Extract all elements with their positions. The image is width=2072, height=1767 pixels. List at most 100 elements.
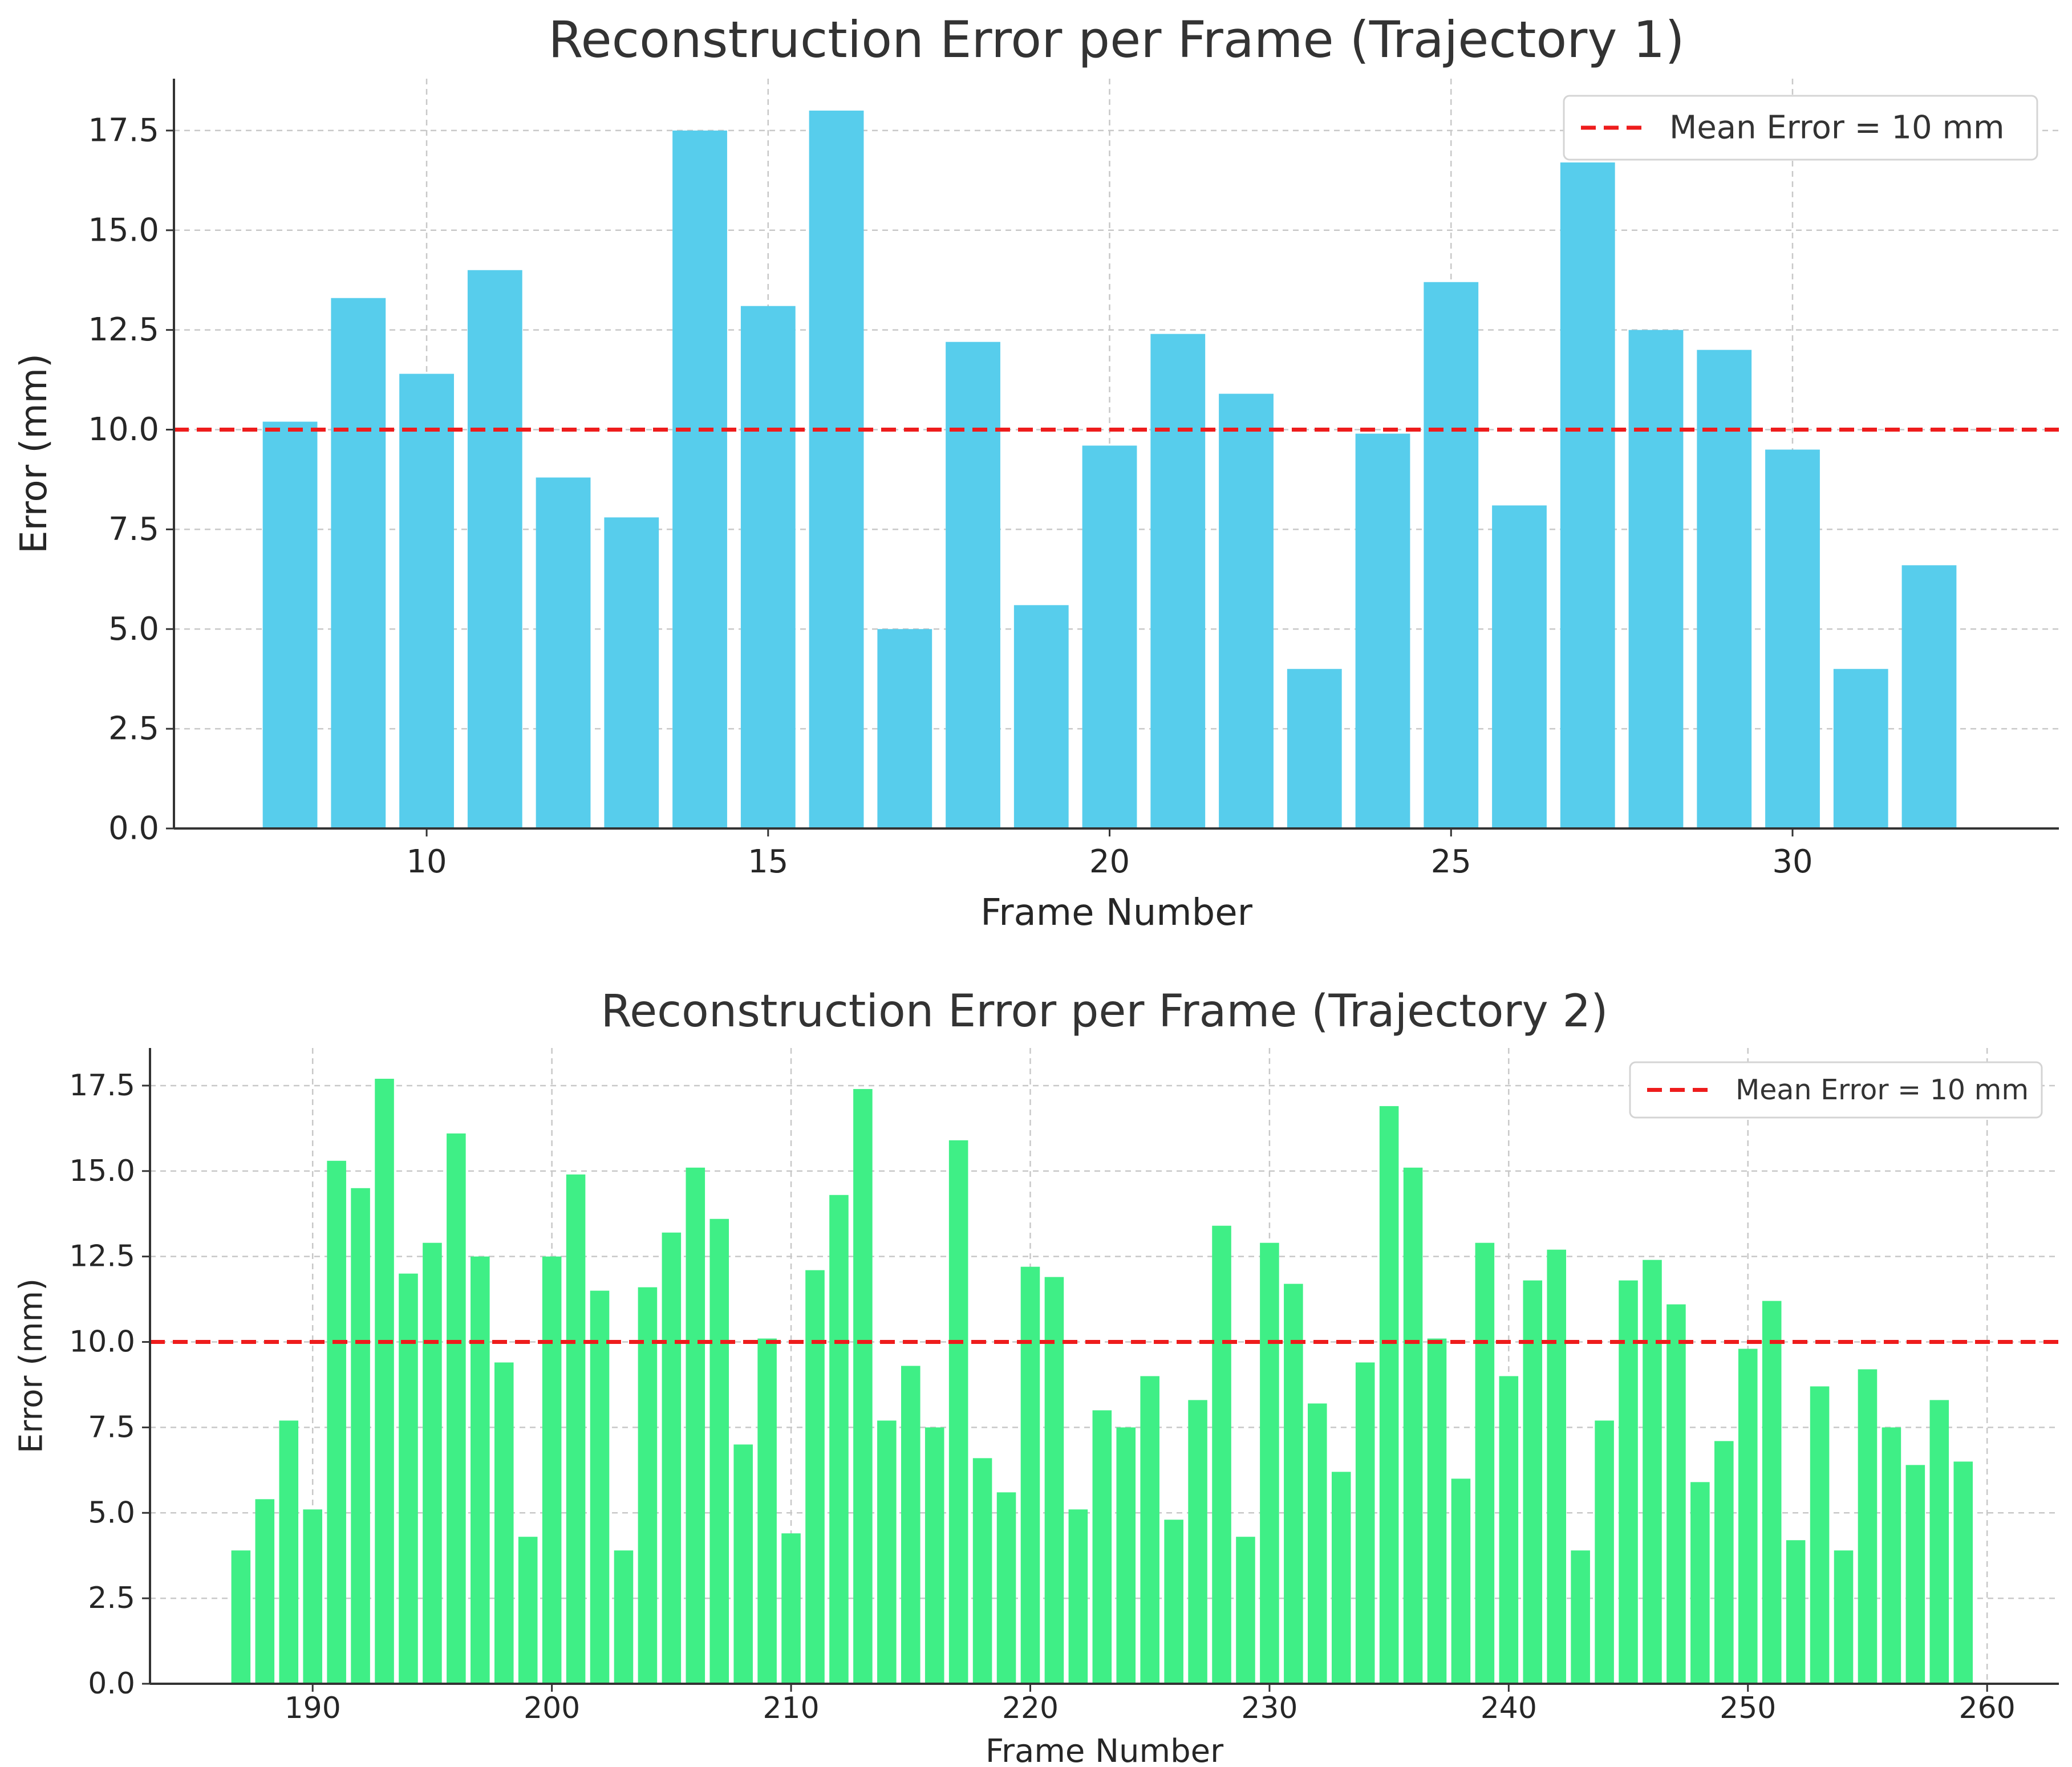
bar (781, 1533, 801, 1684)
bar (1858, 1369, 1878, 1684)
bar (566, 1174, 586, 1684)
bar (375, 1078, 394, 1684)
x-tick-label: 260 (1959, 1691, 2016, 1725)
bar (733, 1444, 753, 1684)
x-tick-label: 10 (406, 843, 447, 880)
bar (1834, 1550, 1854, 1684)
x-tick-label: 20 (1089, 843, 1130, 880)
bar (1355, 1362, 1375, 1684)
bar (1690, 1482, 1710, 1684)
y-tick-label: 12.5 (69, 1240, 135, 1274)
bar (1697, 350, 1752, 828)
bar (255, 1499, 275, 1684)
bar (1475, 1242, 1495, 1684)
bar (1905, 1465, 1925, 1684)
bar (805, 1270, 825, 1684)
bar (757, 1338, 777, 1684)
bar (877, 1420, 897, 1684)
y-tick-label: 10.0 (69, 1325, 135, 1359)
legend-box (1629, 1061, 2043, 1119)
bar (877, 629, 932, 828)
bar (809, 110, 864, 829)
bar (1236, 1537, 1255, 1684)
bar (231, 1550, 251, 1684)
bar (1020, 1266, 1040, 1684)
bar (1833, 669, 1888, 828)
bar (996, 1492, 1016, 1684)
y-tick-label: 0.0 (88, 1667, 135, 1701)
bar (1765, 449, 1820, 828)
bar (1308, 1403, 1327, 1684)
bar (1287, 669, 1342, 828)
bar (1424, 282, 1479, 828)
legend-label: Mean Error = 10 mm (1669, 109, 2005, 147)
bar (740, 306, 796, 828)
legend: Mean Error = 10 mm (1563, 95, 2038, 161)
bar (1331, 1472, 1351, 1684)
bar (1786, 1540, 1806, 1684)
bar (1013, 605, 1069, 828)
x-axis-label: Frame Number (980, 892, 1253, 934)
x-tick-label: 250 (1720, 1691, 1776, 1725)
x-tick-label: 25 (1431, 843, 1471, 880)
bar (1547, 1249, 1566, 1684)
bar (1492, 505, 1547, 828)
bar (1901, 565, 1957, 828)
y-tick-label: 15.0 (88, 212, 159, 249)
y-tick-label: 17.5 (88, 112, 159, 149)
y-tick-label: 10.0 (88, 411, 159, 448)
y-tick-label: 2.5 (88, 1581, 135, 1615)
bar (1523, 1280, 1543, 1684)
bar (1929, 1400, 1949, 1684)
bar (1379, 1106, 1399, 1684)
bar (262, 421, 318, 828)
bar (399, 1273, 418, 1684)
bar (1560, 162, 1615, 828)
bar (1619, 1280, 1638, 1684)
chart-title: Reconstruction Error per Frame (Trajecto… (548, 10, 1684, 69)
bar (972, 1458, 992, 1684)
bar (1082, 445, 1137, 828)
bar (1882, 1427, 1901, 1684)
bar (423, 1242, 442, 1684)
x-tick-label: 220 (1002, 1691, 1059, 1725)
legend: Mean Error = 10 mm (1629, 1061, 2043, 1119)
bar (638, 1287, 658, 1684)
bar (351, 1188, 370, 1684)
bar (1355, 433, 1410, 828)
bar (1762, 1301, 1782, 1684)
bar (1150, 334, 1206, 828)
bar (327, 1160, 346, 1684)
bar (1595, 1420, 1614, 1684)
bar (1810, 1386, 1830, 1684)
y-tick-label: 5.0 (108, 611, 159, 648)
bar (1451, 1478, 1471, 1684)
bar (829, 1195, 849, 1684)
bar (471, 1256, 490, 1684)
bar (1499, 1376, 1519, 1684)
y-tick-label: 15.0 (69, 1154, 135, 1188)
bar (536, 477, 591, 828)
y-tick-label: 7.5 (88, 1410, 135, 1444)
bar (1714, 1441, 1734, 1684)
bar (331, 298, 386, 828)
y-tick-label: 7.5 (108, 511, 159, 548)
bar (590, 1290, 610, 1684)
bar (1284, 1283, 1303, 1684)
bar (467, 270, 522, 828)
x-tick-label: 230 (1241, 1691, 1297, 1725)
bar (901, 1366, 921, 1684)
bar (1666, 1304, 1686, 1684)
y-axis-label: Error (mm) (13, 354, 55, 554)
x-tick-label: 30 (1772, 843, 1813, 880)
bar (604, 517, 659, 828)
y-tick-label: 2.5 (108, 710, 159, 748)
bar (709, 1218, 729, 1684)
y-tick-label: 0.0 (108, 810, 159, 847)
x-tick-label: 190 (285, 1691, 341, 1725)
y-tick-label: 12.5 (88, 311, 159, 348)
bar (1116, 1427, 1136, 1684)
bar (686, 1167, 705, 1684)
bar (542, 1256, 562, 1684)
